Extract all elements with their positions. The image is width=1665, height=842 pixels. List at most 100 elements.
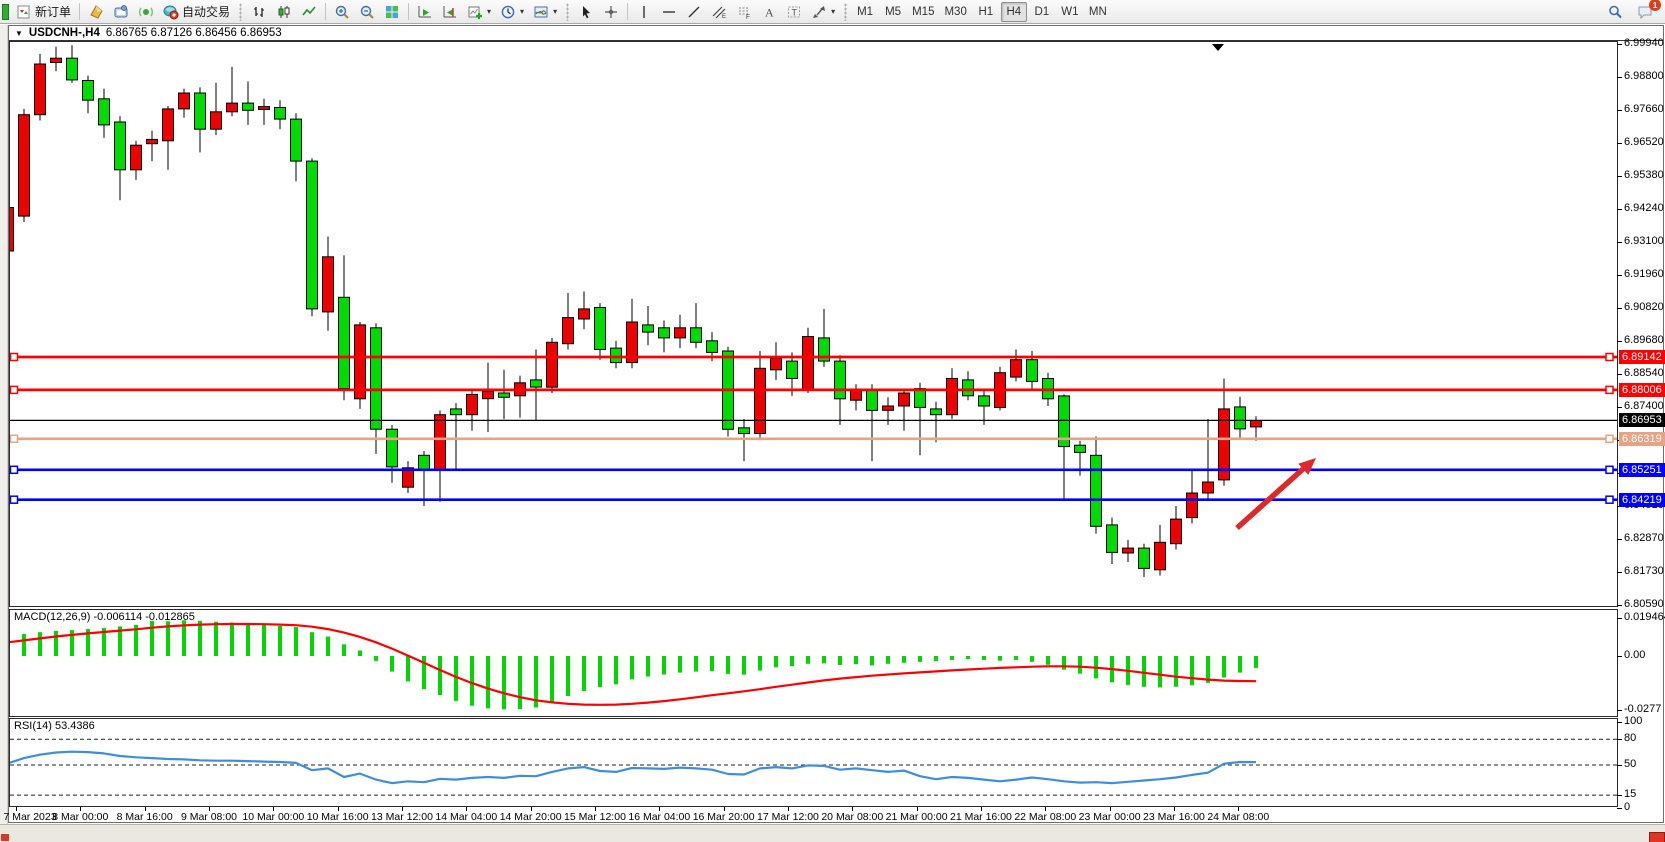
timeframe-toolbar: M1 M5 M15 M30 H1 H4 D1 W1 MN [852,1,1111,22]
toolbar-grip[interactable] [566,2,570,21]
axis-tick [1617,109,1622,111]
time-axis-tick [144,807,146,811]
equidistant-channel-button[interactable]: E [707,2,731,22]
chevron-down-icon: ▾ [487,7,492,16]
timeframe-M15[interactable]: M15 [908,2,938,22]
zoom-out-icon [360,5,374,19]
timeframe-H4[interactable]: H4 [1000,1,1027,22]
axis-tick [1617,738,1622,740]
timeframe-M1[interactable]: M1 [852,2,878,22]
new-order-label: 新订单 [35,5,72,19]
time-axis-label: 10 Mar 00:00 [242,811,305,823]
autotrade-button[interactable]: 自动交易 [159,2,234,22]
timeframe-M5[interactable]: M5 [880,2,906,22]
search-icon [1609,5,1622,18]
vertical-line-button[interactable] [632,2,656,22]
price-axis-label: 6.91960 [1624,268,1664,280]
arrows-icon [813,5,826,18]
timeframe-W1[interactable]: W1 [1057,2,1083,22]
horizontal-line-button[interactable] [657,2,681,22]
rsi-canvas[interactable] [10,719,1617,806]
time-axis-label: 7 Mar 2023 [3,811,57,823]
line-chart-button[interactable] [297,2,321,22]
time-axis-label: 15 Mar 12:00 [564,811,626,823]
axis-tick [1617,241,1622,243]
price-axis-label: 6.95380 [1624,169,1664,181]
axis-tick [1617,76,1622,78]
timeframe-M30[interactable]: M30 [940,2,970,22]
notifications-button[interactable]: 1 [1633,0,1661,22]
time-axis-tick [1109,807,1111,811]
trendline-button[interactable] [682,2,706,22]
price-axis-label: 6.98800 [1624,70,1664,82]
fibonacci-button[interactable]: F [732,2,756,22]
time-axis-label: 17 Mar 12:00 [757,811,819,823]
rsi-axis-label: 80 [1624,732,1637,745]
tile-windows-button[interactable] [380,2,404,22]
chart-shift-button[interactable] [438,2,462,22]
data-window-button[interactable] [109,2,133,22]
period-button[interactable]: ▾ [496,2,528,22]
new-order-button[interactable]: 新订单 [12,2,75,22]
axis-tick [1617,604,1622,606]
time-axis-label: 22 Mar 08:00 [1014,811,1077,823]
chart-shift-marker [1212,44,1224,51]
new-chart-button[interactable]: ▾ [463,2,495,22]
timeframe-H1[interactable]: H1 [973,2,999,22]
toolbar-right-group: 1 [1603,0,1663,22]
svg-text:A: A [765,5,774,19]
candlestick-chart-icon [278,5,290,18]
timeframe-D1[interactable]: D1 [1029,2,1055,22]
macd-axis-label: 0.019464 [1624,611,1665,624]
timeframe-MN[interactable]: MN [1085,2,1111,22]
top-toolbar: 新订单 自动交易 [0,0,1665,24]
search-button[interactable] [1603,2,1627,22]
toolbar-grip[interactable] [844,2,848,21]
toolbar-grip[interactable] [239,2,243,21]
trendline-icon [688,6,700,17]
zoom-in-button[interactable] [330,2,354,22]
time-axis-label: 23 Mar 16:00 [1143,811,1205,823]
time-axis-label: 14 Mar 04:00 [435,811,498,823]
macd-pane[interactable] [9,609,1618,717]
market-watch-button[interactable] [84,2,108,22]
equidistant-channel-icon: E [712,6,726,20]
tile-windows-icon [386,5,399,18]
text-button[interactable]: A [757,2,781,22]
price-axis-label: 6.94240 [1624,202,1664,214]
macd-canvas[interactable] [10,610,1617,716]
market-watch-icon [90,4,103,19]
signal-button[interactable] [134,2,158,22]
axis-tick [1617,373,1622,375]
price-chart-pane[interactable] [9,41,1618,607]
new-chart-icon [468,6,483,19]
time-axis-label: 10 Mar 16:00 [306,811,369,823]
bar-chart-button[interactable] [247,2,271,22]
auto-scroll-button[interactable] [413,2,437,22]
notification-badge: 1 [1649,0,1661,11]
time-axis-label: 24 Mar 08:00 [1207,811,1270,823]
time-axis-tick [466,807,468,811]
separator [408,3,410,20]
chart-titlebar[interactable]: ▼ USDCNH-,H4 6.86765 6.87126 6.86456 6.8… [9,26,1663,41]
price-axis-label: 6.87400 [1624,400,1664,412]
candlestick-chart-button[interactable] [272,2,296,22]
template-button[interactable]: ▾ [529,2,561,22]
bar-chart-icon [254,6,264,17]
cursor-button[interactable] [574,2,598,22]
crosshair-button[interactable] [599,2,623,22]
time-axis-tick [1173,807,1175,811]
price-axis-label: 6.90820 [1624,301,1664,313]
time-axis-tick [787,807,789,811]
main-chart-canvas[interactable] [10,42,1617,606]
svg-text:E: E [722,14,726,20]
time-axis-tick [916,807,918,811]
text-label-button[interactable]: T [782,2,806,22]
zoom-out-button[interactable] [355,2,379,22]
status-bar [0,824,1665,842]
price-axis-label: 6.96520 [1624,136,1664,148]
arrows-button[interactable]: ▾ [807,2,839,22]
time-axis-tick [852,807,854,811]
time-axis-label: 20 Mar 08:00 [821,811,884,823]
price-level-tag: 6.88006 [1619,382,1665,397]
